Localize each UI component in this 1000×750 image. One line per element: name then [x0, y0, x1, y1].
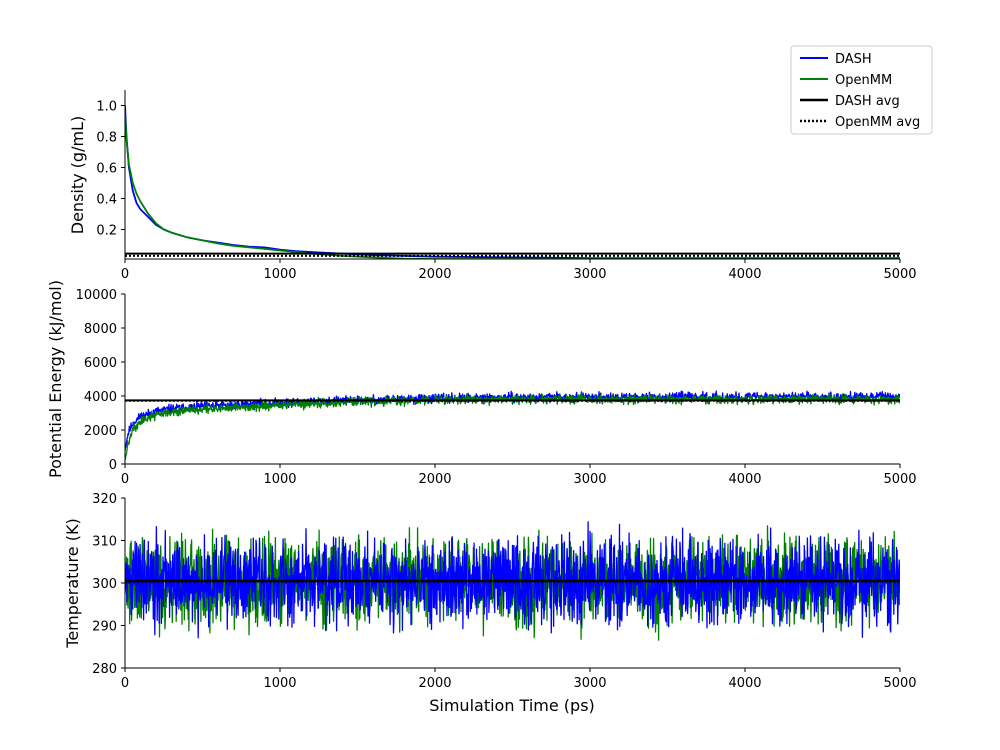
density-x-tick-label: 3000	[573, 267, 606, 282]
density-x-tick-label: 1000	[263, 267, 296, 282]
energy-plot-area	[125, 390, 900, 461]
energy-x-tick-label: 5000	[883, 472, 916, 487]
energy-x-tick-label: 2000	[418, 472, 451, 487]
temperature-y-tick-label: 310	[92, 535, 117, 550]
density-x-tick-label: 0	[121, 267, 129, 282]
density-y-tick-label: 0.4	[96, 193, 117, 208]
legend: DASH OpenMM DASH avg OpenMM avg	[790, 45, 933, 135]
temperature-y-tick-label: 320	[92, 492, 117, 507]
density-x-tick-label: 5000	[883, 267, 916, 282]
legend-label-openmm-avg: OpenMM avg	[835, 115, 920, 130]
density-series-dash	[125, 105, 900, 259]
legend-label-dash-avg: DASH avg	[835, 94, 900, 109]
energy-y-tick-label: 6000	[84, 356, 117, 371]
energy-x-tick-label: 4000	[728, 472, 761, 487]
energy-y-tick-label: 0	[109, 458, 117, 473]
temperature-x-tick-label: 1000	[263, 676, 296, 691]
energy-x-tick-label: 3000	[573, 472, 606, 487]
time-xlabel: Simulation Time (ps)	[429, 696, 595, 715]
density-y-tick-label: 0.2	[96, 224, 117, 239]
temperature-x-tick-label: 5000	[883, 676, 916, 691]
temperature-plot-area	[125, 521, 900, 641]
density-y-tick-label: 0.6	[96, 162, 117, 177]
density-ylabel: Density (g/mL)	[68, 116, 87, 234]
temperature-x-tick-label: 2000	[418, 676, 451, 691]
energy-y-tick-label: 4000	[84, 390, 117, 405]
density-y-tick-label: 1.0	[96, 100, 117, 115]
temperature-x-tick-label: 3000	[573, 676, 606, 691]
temperature-x-tick-label: 0	[121, 676, 129, 691]
temperature-panel: 0 1000 2000 3000 4000 5000 280 290 300 310 320	[92, 492, 916, 691]
energy-x-tick-label: 0	[121, 472, 129, 487]
temperature-x-tick-label: 4000	[728, 676, 761, 691]
energy-ylabel: Potential Energy (kJ/mol)	[46, 280, 65, 478]
density-plot-area	[125, 105, 900, 259]
energy-panel: 0 1000 2000 3000 4000 5000 0 2000 4000 6000 8000 10…	[76, 288, 917, 487]
energy-y-tick-label: 2000	[84, 424, 117, 439]
temperature-y-tick-label: 290	[92, 620, 117, 635]
legend-label-openmm: OpenMM	[835, 73, 892, 88]
density-series-openmm	[125, 113, 900, 259]
energy-x-tick-label: 1000	[263, 472, 296, 487]
legend-frame	[790, 45, 933, 135]
density-y-tick-label: 0.8	[96, 131, 117, 146]
temperature-y-tick-label: 280	[92, 662, 117, 677]
legend-label-dash: DASH	[835, 52, 872, 67]
density-panel: 0 1000 2000 3000 4000 5000 0.2 0.4 0.6 0.8 1.0	[96, 90, 917, 282]
energy-y-tick-label: 8000	[84, 322, 117, 337]
temperature-ylabel: Temperature (K)	[63, 518, 82, 648]
energy-y-tick-label: 10000	[76, 288, 117, 303]
temperature-y-tick-label: 300	[92, 577, 117, 592]
energy-series-openmm	[125, 393, 900, 461]
density-x-tick-label: 4000	[728, 267, 761, 282]
temperature-series-dash	[125, 521, 900, 639]
density-x-tick-label: 2000	[418, 267, 451, 282]
